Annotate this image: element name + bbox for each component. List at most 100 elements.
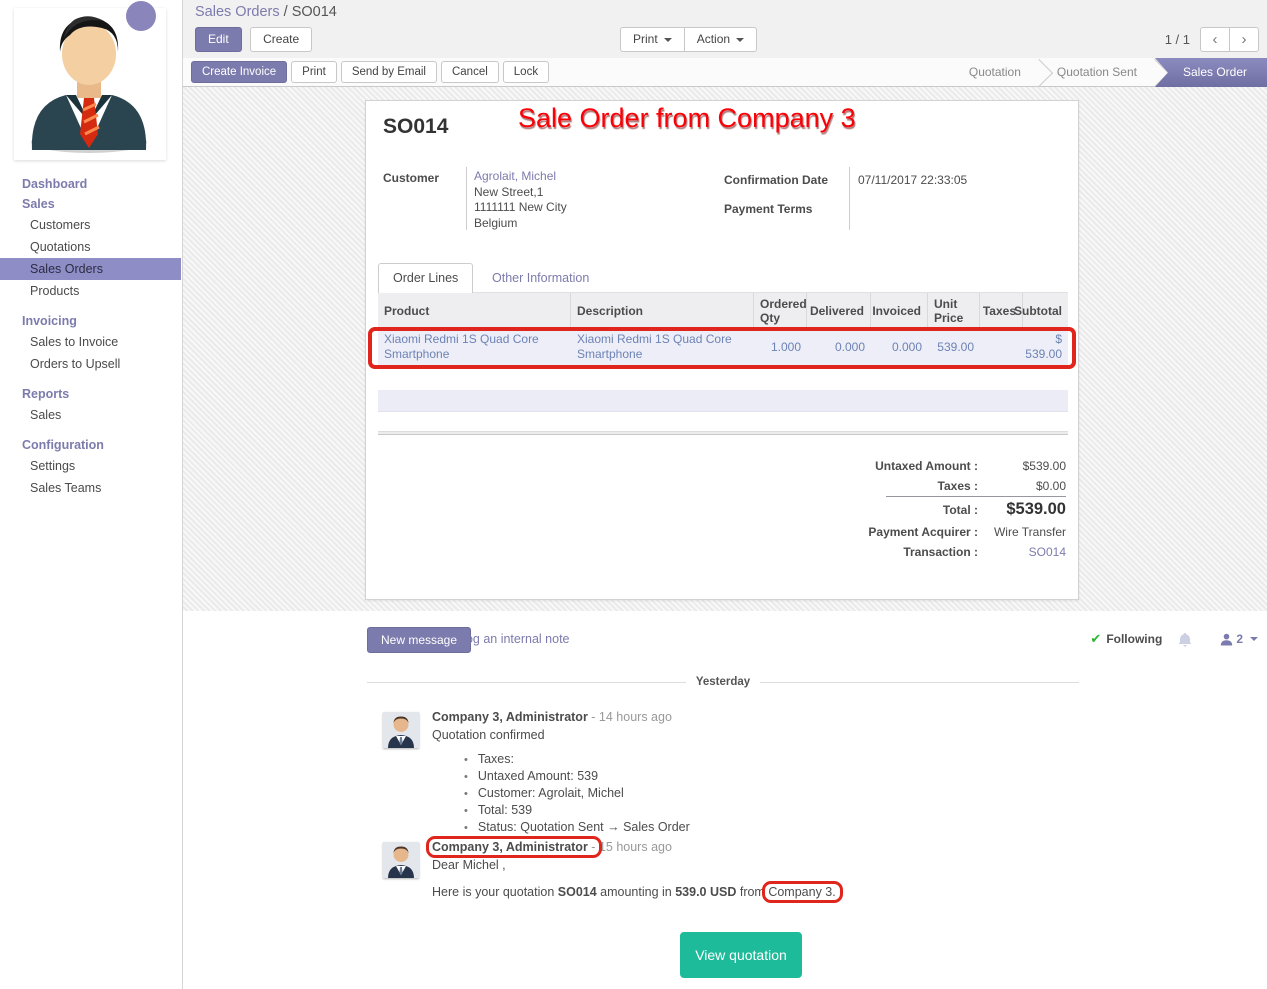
message-author[interactable]: Company 3, Administrator [432, 710, 588, 724]
totals-block: Untaxed Amount : $539.00 Taxes : $0.00 T… [816, 456, 1066, 562]
column-header-description[interactable]: Description [571, 293, 754, 328]
payment-acquirer-label: Payment Acquirer : [868, 525, 978, 539]
column-header-product[interactable]: Product [378, 293, 571, 328]
following-button[interactable]: Following [1106, 632, 1163, 646]
status-step-sales-order[interactable]: Sales Order [1154, 58, 1267, 87]
bell-icon[interactable] [1178, 632, 1192, 647]
pager-previous-button[interactable]: ‹ [1200, 27, 1230, 52]
sidebar-item-products[interactable]: Products [30, 284, 80, 298]
log-internal-note-button[interactable]: Log an internal note [459, 632, 570, 646]
empty-line-strip [378, 390, 1068, 412]
company-text: Company 3. [768, 885, 836, 899]
action-menu-button[interactable]: Action [683, 27, 758, 52]
print-menu-label: Print [633, 32, 658, 46]
body-text: amounting in [596, 885, 676, 899]
column-header-subtotal[interactable]: Subtotal [1014, 303, 1062, 318]
lock-button[interactable]: Lock [502, 61, 550, 83]
status-step-quotation-sent[interactable]: Quotation Sent [1039, 58, 1155, 87]
column-header-ordered-qty[interactable]: Ordered Qty [754, 293, 807, 328]
customer-address-line: Belgium [474, 215, 518, 230]
sidebar-item-quotations[interactable]: Quotations [30, 240, 91, 254]
sidebar-item-sales-to-invoice[interactable]: Sales to Invoice [30, 335, 119, 349]
sidebar-item-settings[interactable]: Settings [30, 459, 76, 473]
cancel-button[interactable]: Cancel [440, 61, 499, 83]
cell-description[interactable]: Xiaomi Redmi 1S Quad Core Smartphone [577, 332, 732, 361]
businessman-avatar-icon [31, 16, 147, 153]
amount-text: 539.0 USD [675, 885, 737, 899]
create-button[interactable]: Create [250, 27, 313, 52]
statusbar-buttons: Create Invoice Print Send by Email Cance… [183, 58, 553, 86]
sidebar-item-orders-to-upsell[interactable]: Orders to Upsell [30, 357, 121, 371]
sidebar-item-dashboard[interactable]: Dashboard [22, 177, 88, 191]
pager: 1 / 1 ‹ › [1165, 27, 1259, 52]
caret-down-icon [736, 37, 745, 42]
followers-dropdown[interactable]: 2 [1220, 632, 1258, 646]
create-invoice-button[interactable]: Create Invoice [191, 61, 288, 83]
order-lines-table: Product Description Ordered Qty Delivere… [378, 292, 1068, 366]
presence-indicator [126, 1, 156, 31]
app-menu: Dashboard Sales Customers Quotations Sal… [0, 174, 181, 499]
pager-next-button[interactable]: › [1229, 27, 1259, 52]
column-header-unit-price[interactable]: Unit Price [928, 293, 980, 328]
cell-taxes [980, 329, 1023, 365]
cell-subtotal: $ 539.00 [1025, 332, 1062, 361]
chatter-message: Company 3, Administrator - 14 hours ago … [383, 710, 1083, 837]
form-background: SO014 Sale Order from Company 3 Customer… [183, 87, 1267, 611]
follow-controls: ✔ Following 2 [1090, 631, 1258, 647]
chatter-message: Company 3, Administrator - 15 hours ago … [383, 836, 1083, 903]
list-item: Total: 539 [464, 803, 1083, 817]
column-header-taxes[interactable]: Taxes [980, 293, 1023, 328]
table-row[interactable]: Xiaomi Redmi 1S Quad Core Smartphone Xia… [378, 329, 1068, 366]
cell-product[interactable]: Xiaomi Redmi 1S Quad Core Smartphone [384, 332, 539, 361]
taxes-label: Taxes : [937, 479, 978, 493]
annotation-box-company: Company 3. [762, 881, 844, 903]
customer-value: Agrolait, Michel New Street,1 1111111 Ne… [474, 169, 567, 231]
list-item: Untaxed Amount: 539 [464, 769, 1083, 783]
body-text: Here is your quotation [432, 885, 558, 899]
annotation-box-author: Company 3, Administrator - [425, 836, 603, 858]
tracking-values-list: Taxes: Untaxed Amount: 539 Customer: Agr… [464, 752, 1083, 834]
sidebar-item-reports-sales[interactable]: Sales [30, 408, 62, 422]
caret-down-icon [1250, 637, 1258, 641]
view-quotation-button[interactable]: View quotation [680, 932, 802, 978]
cell-ordered-qty: 1.000 [770, 339, 801, 354]
field-divider [466, 167, 467, 230]
time-separator: - [591, 840, 596, 854]
message-author[interactable]: Company 3, Administrator [432, 840, 588, 854]
sidebar-item-sales-orders[interactable]: Sales Orders [0, 258, 181, 280]
transaction-link[interactable]: SO014 [1028, 545, 1066, 559]
list-item: Taxes: [464, 752, 1083, 766]
chatter: New message Log an internal note ✔ Follo… [183, 611, 1267, 989]
sidebar-item-reports[interactable]: Reports [22, 387, 70, 401]
action-menu-label: Action [696, 32, 731, 46]
customer-link[interactable]: Agrolait, Michel [474, 169, 557, 183]
field-divider [849, 167, 850, 230]
tab-order-lines[interactable]: Order Lines [378, 263, 474, 293]
column-header-invoiced[interactable]: Invoiced [871, 293, 928, 328]
customer-label: Customer [383, 171, 440, 185]
sidebar-item-configuration[interactable]: Configuration [22, 438, 104, 452]
sidebar-item-sales-teams[interactable]: Sales Teams [30, 481, 102, 495]
customer-address-line: New Street,1 [474, 184, 544, 199]
main-panel: Sales Orders / SO014 Edit Create Print A… [183, 0, 1267, 989]
breadcrumb-parent-link[interactable]: Sales Orders [195, 4, 280, 20]
edit-button[interactable]: Edit [195, 27, 242, 52]
send-by-email-button[interactable]: Send by Email [340, 61, 437, 83]
message-body: Here is your quotation SO014 amounting i… [432, 881, 1083, 903]
print-button[interactable]: Print [291, 61, 337, 83]
untaxed-amount-label: Untaxed Amount : [875, 459, 978, 473]
author-avatar-icon [383, 712, 419, 748]
record-buttons: Edit Create [195, 27, 316, 52]
sidebar-item-invoicing[interactable]: Invoicing [22, 314, 77, 328]
message-timestamp: - 14 hours ago [591, 710, 672, 724]
order-reference: SO014 [557, 885, 597, 899]
print-menu-button[interactable]: Print [620, 27, 685, 52]
sale-order-sheet: SO014 Sale Order from Company 3 Customer… [365, 100, 1079, 600]
payment-terms-label: Payment Terms [724, 202, 813, 216]
column-header-delivered[interactable]: Delivered [807, 293, 871, 328]
sidebar-item-customers[interactable]: Customers [30, 218, 91, 232]
new-message-button[interactable]: New message [367, 627, 472, 653]
sidebar-item-sales[interactable]: Sales [22, 197, 55, 211]
tab-other-information[interactable]: Other Information [492, 271, 590, 285]
status-step-quotation[interactable]: Quotation [951, 58, 1039, 87]
